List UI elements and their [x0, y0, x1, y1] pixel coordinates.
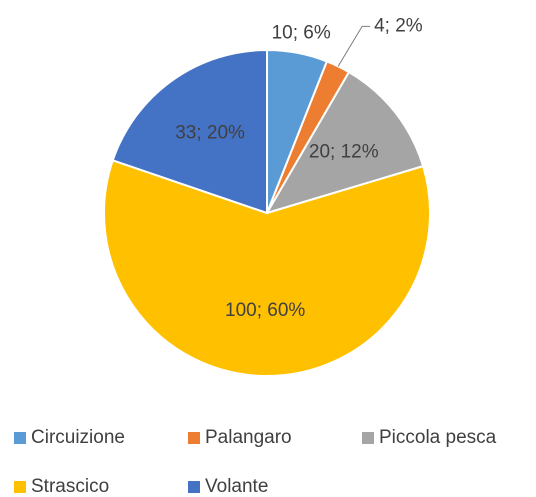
data-label: 20; 12% — [309, 141, 379, 162]
legend-label: Piccola pesca — [379, 427, 497, 448]
legend-swatch — [14, 481, 26, 493]
legend-label: Strascico — [31, 476, 109, 497]
data-label: 100; 60% — [225, 300, 305, 321]
legend-label: Volante — [205, 476, 268, 497]
data-label: 4; 2% — [374, 15, 423, 36]
legend-swatch — [14, 432, 26, 444]
legend-label: Palangaro — [205, 427, 292, 448]
pie-slice — [111, 48, 268, 215]
pie-slice — [103, 159, 431, 377]
legend-swatch — [188, 481, 200, 493]
legend-swatch — [188, 432, 200, 444]
leader-line — [337, 25, 371, 67]
legend-label: Circuizione — [31, 427, 125, 448]
legend-swatch — [362, 432, 374, 444]
data-label: 33; 20% — [175, 122, 245, 143]
data-label: 10; 6% — [272, 23, 331, 44]
